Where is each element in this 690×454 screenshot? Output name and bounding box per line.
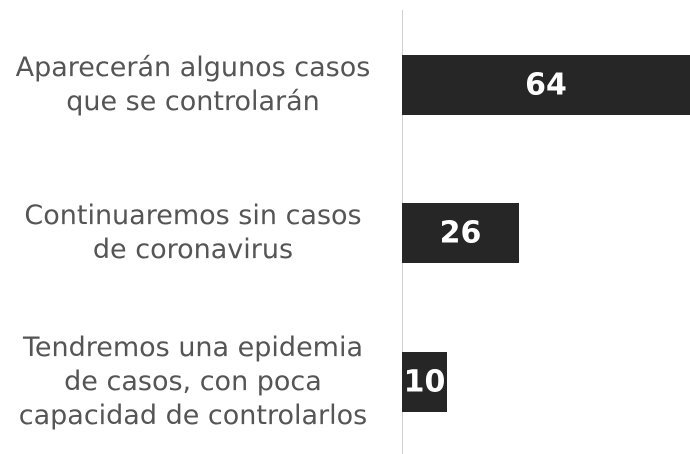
bar	[402, 55, 690, 115]
bar	[402, 352, 447, 412]
category-label: Aparecerán algunos casos que se controla…	[15, 52, 371, 117]
category-label: Tendremos una epidemia de casos, con poc…	[18, 332, 368, 431]
bar	[402, 203, 519, 263]
value-label: 10	[403, 364, 446, 400]
value-label: 64	[525, 67, 567, 103]
category-label: Continuaremos sin casos de coronavirus	[24, 200, 362, 265]
value-label: 26	[439, 215, 482, 251]
